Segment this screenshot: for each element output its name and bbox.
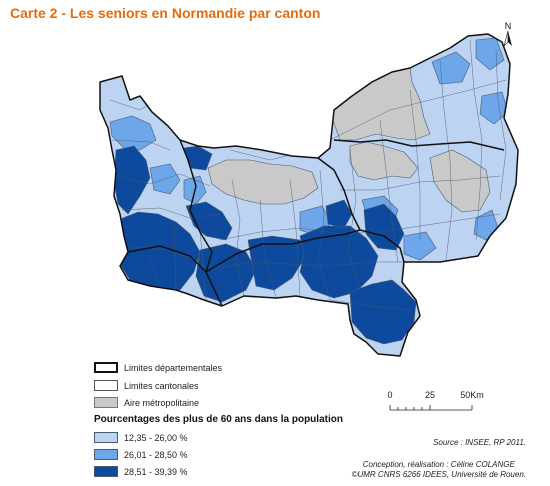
region-outer-boundary	[99, 33, 519, 357]
boundary-manche-orne	[127, 245, 223, 307]
metro-area-eure-east	[429, 149, 491, 213]
north-arrow-icon: N	[503, 21, 512, 48]
legend-swatch-dept	[94, 362, 118, 373]
metro-area-caen	[207, 159, 319, 205]
north-label: N	[505, 21, 512, 31]
boundary-calvados-eure	[317, 157, 361, 231]
legend-swatch-metro	[94, 397, 118, 408]
scale-label-50: 50Km	[460, 390, 484, 400]
legend-label-class-2: 26,01 - 28,50 %	[124, 449, 188, 460]
canton-class2-seine-maritime-ne	[475, 37, 505, 71]
scale-label-0: 0	[387, 390, 393, 400]
legend-swatch-class-2	[94, 449, 118, 460]
credits-line-2: ©UMR CNRS 6266 IDEES, Université de Roue…	[351, 470, 526, 479]
legend-label-class-1: 12,35 - 26,00 %	[124, 432, 188, 443]
map-title: Carte 2 - Les seniors en Normandie par c…	[10, 5, 321, 21]
legend-swatch-class-1	[94, 432, 118, 443]
source-note: Source : INSEE, RP 2011.	[433, 438, 526, 447]
metro-area-le-havre	[349, 141, 419, 181]
canton-class3-orne-west	[195, 243, 257, 303]
legend-heading: Pourcentages des plus de 60 ans dans la …	[94, 414, 343, 425]
legend-label-dept: Limites départementales	[124, 362, 223, 373]
scale-bar: 0 25 50Km	[384, 390, 484, 420]
legend-swatch-canton	[94, 380, 118, 391]
canton-class3-orne-east	[299, 225, 379, 299]
legend-label-class-3: 28,51 - 39,39 %	[124, 466, 188, 477]
legend-class-1: 12,35 - 26,00 %	[94, 432, 188, 443]
scale-label-25: 25	[424, 390, 436, 400]
legend-label-canton: Limites cantonales	[124, 380, 199, 391]
boundary-eure-orne	[359, 229, 405, 263]
legend-class-3: 28,51 - 39,39 %	[94, 466, 188, 477]
canton-class3-eure-south	[363, 203, 405, 251]
legend-label-metro: Aire métropolitaine	[124, 397, 200, 408]
canton-class2-eure-southeast	[403, 231, 437, 261]
scale-bar-graphic	[389, 405, 473, 411]
credits: Conception, réalisation : Céline COLANGE…	[352, 460, 526, 480]
canton-class3-manche-coast	[113, 145, 151, 215]
boundary-manche-calvados	[179, 139, 213, 273]
legend-class-2: 26,01 - 28,50 %	[94, 449, 188, 460]
legend-canton-limits: Limites cantonales	[94, 380, 199, 391]
legend-swatch-class-3	[94, 466, 118, 477]
canton-class3-calvados-southwest	[185, 201, 233, 241]
canton-class3-perche	[349, 279, 417, 345]
legend-metro-area: Aire métropolitaine	[94, 397, 199, 408]
boundary-seine-maritime-eure	[333, 139, 505, 151]
boundary-calvados-orne	[205, 229, 361, 273]
legend-dept-limits: Limites départementales	[94, 362, 222, 373]
canton-class3-orne-central	[247, 235, 307, 291]
credits-line-1: Conception, réalisation : Céline COLANGE	[362, 460, 515, 469]
canton-class3-lieuvin	[325, 199, 353, 229]
